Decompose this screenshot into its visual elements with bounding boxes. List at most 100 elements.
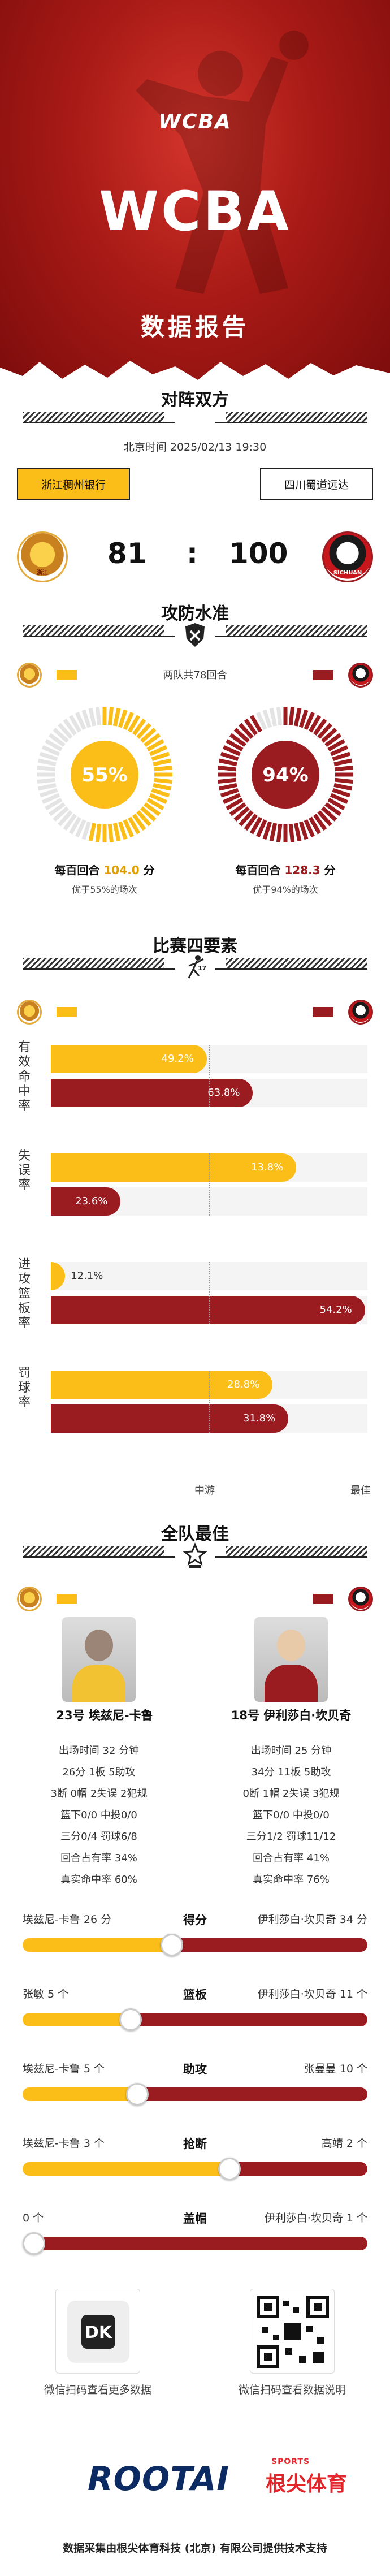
away-ring-tick <box>269 823 278 842</box>
home-legend-swatch-3 <box>57 1594 77 1604</box>
player-dunk-icon: 17 <box>188 955 206 979</box>
factor-label: 进攻篮板率 <box>18 1257 31 1330</box>
away-factor-value: 63.8% <box>207 1087 240 1099</box>
home-team-logo-small-3 <box>17 1587 42 1611</box>
leader-row: 0 个 盖帽 伊利莎白·坎贝奇 1 个 <box>23 2210 367 2262</box>
leader-left-name: 埃兹尼-卡鲁 5 个 <box>23 2063 105 2075</box>
away-player-name: 18号 伊利莎白·坎贝奇 <box>231 1709 352 1722</box>
home-ring-tick <box>127 816 141 835</box>
leader-right-name: 张曼曼 10 个 <box>304 2063 367 2075</box>
away-ring-tick <box>335 777 353 784</box>
hero-subtitle: 数据报告 <box>140 313 249 341</box>
home-ring-tick <box>132 814 146 831</box>
home-ring-tick <box>132 718 146 736</box>
away-team-logo-small <box>348 663 373 688</box>
home-ring-tick <box>153 783 172 791</box>
home-ring-tick <box>39 751 58 762</box>
away-ring-tick <box>308 816 322 835</box>
away-ring-tick <box>298 821 309 840</box>
section-efficiency-header: 攻防水准 <box>0 599 390 662</box>
home-factor-value: 13.8% <box>251 1161 284 1173</box>
leader-category: 篮板 <box>183 1988 207 2002</box>
away-ring-tick <box>218 783 237 791</box>
home-factor-value: 28.8% <box>227 1378 260 1390</box>
leader-left-name: 张敏 5 个 <box>23 1988 69 2000</box>
away-ring-tick <box>327 797 345 811</box>
hero-banner: WCBA WCBA 数据报告 <box>0 0 390 396</box>
home-ring-tick <box>37 777 55 784</box>
away-ring-tick <box>255 711 267 731</box>
qr-code-icon-2 <box>257 2296 329 2368</box>
away-ring-tick <box>335 765 353 772</box>
home-efficiency-ring: 55% <box>37 707 172 842</box>
home-ring-tick <box>48 802 66 816</box>
leader-category: 得分 <box>183 1913 207 1927</box>
rootai-sports-text: SPORTS <box>271 2457 310 2466</box>
section-best-header: 全队最佳 <box>0 1520 390 1582</box>
away-ring-tick <box>262 821 272 840</box>
leader-split-knob <box>23 2232 45 2255</box>
home-ring-tick <box>107 824 114 842</box>
home-ring-tick <box>45 797 63 811</box>
home-ring-tick <box>123 711 135 731</box>
home-ring-tick <box>37 765 55 772</box>
away-factor-value: 23.6% <box>75 1195 108 1207</box>
qr-code-data-explanation[interactable] <box>250 2289 335 2374</box>
svg-text:17: 17 <box>198 965 206 972</box>
home-ring-tick <box>53 728 69 743</box>
away-ring-tick <box>222 793 241 805</box>
home-per100: 每百回合 104.0 分 <box>54 863 155 877</box>
axis-mid-label: 中游 <box>194 1485 215 1497</box>
factor-mid-line <box>209 1153 210 1216</box>
qr-code-icon: DK <box>67 2301 129 2363</box>
away-ring-tick <box>218 765 236 772</box>
away-ring-tick <box>276 824 283 842</box>
away-ring-tick <box>220 751 239 762</box>
qr-code-more-data[interactable]: DK <box>55 2289 140 2374</box>
home-legend-swatch <box>57 670 77 680</box>
section-matchup-header: 对阵双方 <box>0 386 390 448</box>
leader-row: 埃兹尼-卡鲁 5 个 助攻 张曼曼 10 个 <box>23 2060 367 2112</box>
home-ring-tick <box>88 823 97 842</box>
away-ring-tick <box>276 707 283 725</box>
leader-left-bar <box>23 1938 172 1952</box>
away-ring-tick <box>293 823 302 842</box>
home-ring-tick <box>45 738 63 752</box>
leader-right-bar <box>130 2013 367 2026</box>
away-factor-value: 31.8% <box>243 1412 276 1424</box>
leader-split-knob <box>119 2008 142 2031</box>
home-ring-tick <box>146 738 164 752</box>
home-team-logo-small-2 <box>17 1000 42 1025</box>
factor-label: 有效命中率 <box>18 1040 31 1113</box>
player-stat-line: 3断 0帽 2失误 2犯规 <box>50 1788 148 1800</box>
leader-left-bar <box>23 2087 138 2101</box>
leader-left-bar <box>23 2013 131 2026</box>
home-legend-swatch-2 <box>57 1007 77 1017</box>
away-ring-center <box>252 741 319 809</box>
home-ring-tick <box>41 745 60 757</box>
away-ring-tick <box>244 814 258 831</box>
leader-right-bar <box>172 1938 367 1952</box>
home-factor-value: 49.2% <box>161 1053 194 1065</box>
home-ring-tick <box>53 806 69 822</box>
leader-right-bar <box>23 2237 367 2250</box>
leader-category: 抢断 <box>183 2137 207 2151</box>
player-stat-line: 回合占有率 41% <box>253 1852 330 1864</box>
away-team-name: 四川蜀道远达 <box>260 468 373 500</box>
home-ring-tick <box>123 819 135 838</box>
player-stat-line: 回合占有率 34% <box>60 1852 137 1864</box>
factor-label: 罚球率 <box>18 1366 31 1410</box>
away-ring-tick <box>333 758 353 767</box>
home-team-logo-small <box>17 663 42 688</box>
home-ring-tick <box>75 819 86 838</box>
home-ring-pct-label: 55% <box>81 764 127 786</box>
home-ring-tick <box>136 723 151 739</box>
home-ring-tick <box>127 715 141 733</box>
home-factor-bar <box>51 1045 207 1073</box>
away-ring-tick <box>244 718 258 736</box>
leader-category: 助攻 <box>183 2063 207 2076</box>
home-ring-tick <box>153 758 172 767</box>
away-ring-tick <box>239 810 254 827</box>
away-factor-bar <box>51 1404 288 1433</box>
away-per100: 每百回合 128.3 分 <box>235 863 336 877</box>
